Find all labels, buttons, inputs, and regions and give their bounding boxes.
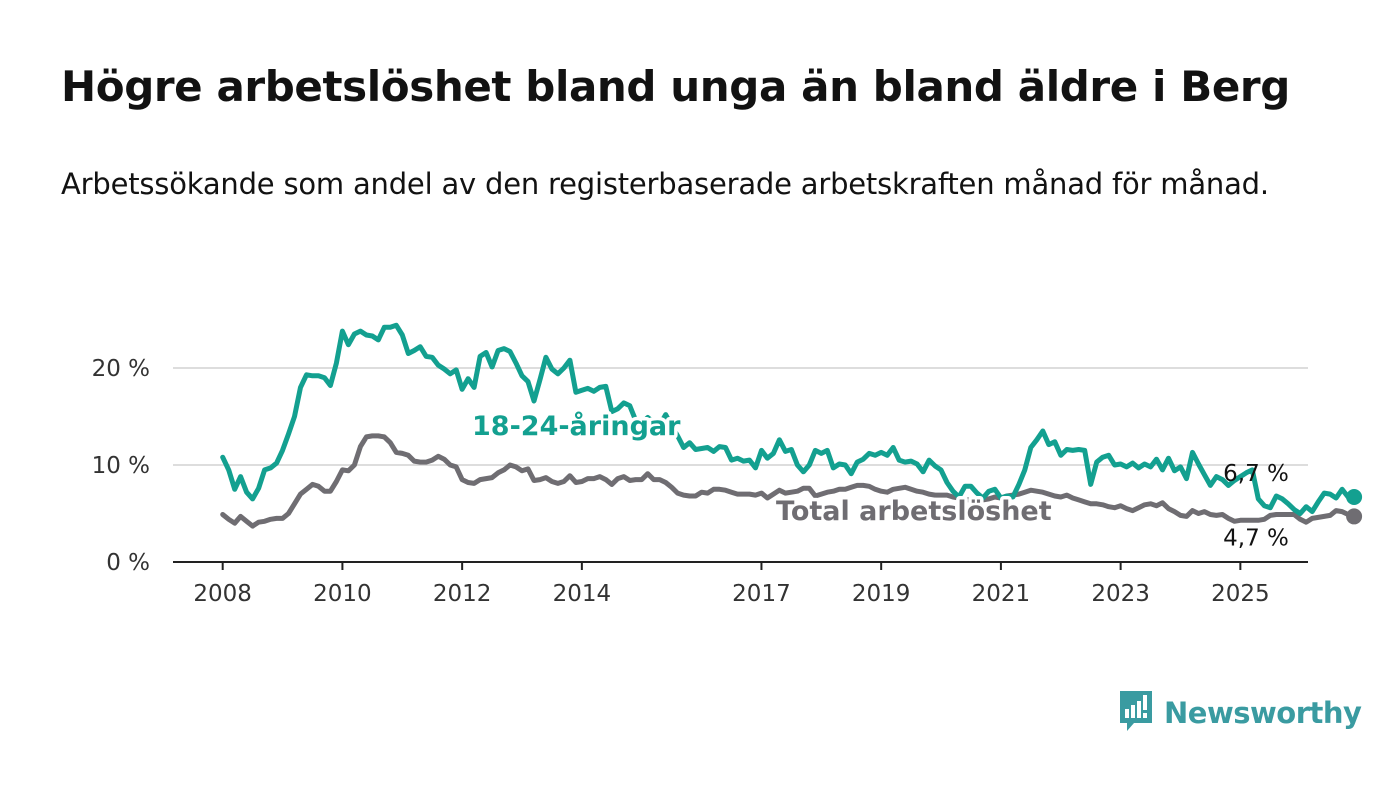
x-tick-label: 2014: [553, 581, 612, 607]
newsworthy-logo[interactable]: Newsworthy: [1118, 689, 1362, 737]
end-label-youth: 6,7 %: [1223, 461, 1289, 487]
x-tick-label: 2010: [313, 581, 372, 607]
x-tick-label: 2017: [732, 581, 791, 607]
end-label-total: 4,7 %: [1223, 525, 1289, 551]
y-tick-label: 0 %: [106, 550, 150, 576]
series-line-youth: [220, 322, 1357, 516]
chart-title: Högre arbetslöshet bland unga än bland ä…: [61, 62, 1290, 111]
chart-subtitle: Arbetssökande som andel av den registerb…: [61, 167, 1269, 201]
x-tick-label: 2008: [193, 581, 252, 607]
x-tick-label: 2023: [1091, 581, 1150, 607]
series-label-halo: Total arbetslöshet: [776, 496, 1052, 527]
x-tick-label: 2025: [1211, 581, 1270, 607]
gridlines: [173, 367, 1308, 466]
end-point-total: [1346, 508, 1363, 525]
series-label-total: Total arbetslöshet: [776, 496, 1052, 527]
x-tick-label: 2012: [433, 581, 492, 607]
x-tick-label: 2021: [972, 581, 1031, 607]
series-label-halo: 18-24-åringar: [472, 410, 681, 442]
y-tick-label: 10 %: [92, 453, 150, 479]
series-line-total: [220, 433, 1357, 529]
series-label-youth: 18-24-åringar: [472, 410, 681, 442]
y-tick-label: 20 %: [92, 356, 150, 382]
series-lines: [220, 322, 1363, 529]
x-tick-label: 2019: [852, 581, 911, 607]
end-point-youth: [1346, 489, 1363, 506]
bar-chart-icon: [1118, 689, 1154, 737]
brand-name: Newsworthy: [1164, 696, 1362, 730]
y-axis: 0 % 10 % 20 %: [92, 356, 150, 576]
x-axis: 2008 2010 2012 2014 2017 2019 2021 2023 2025: [173, 561, 1308, 607]
